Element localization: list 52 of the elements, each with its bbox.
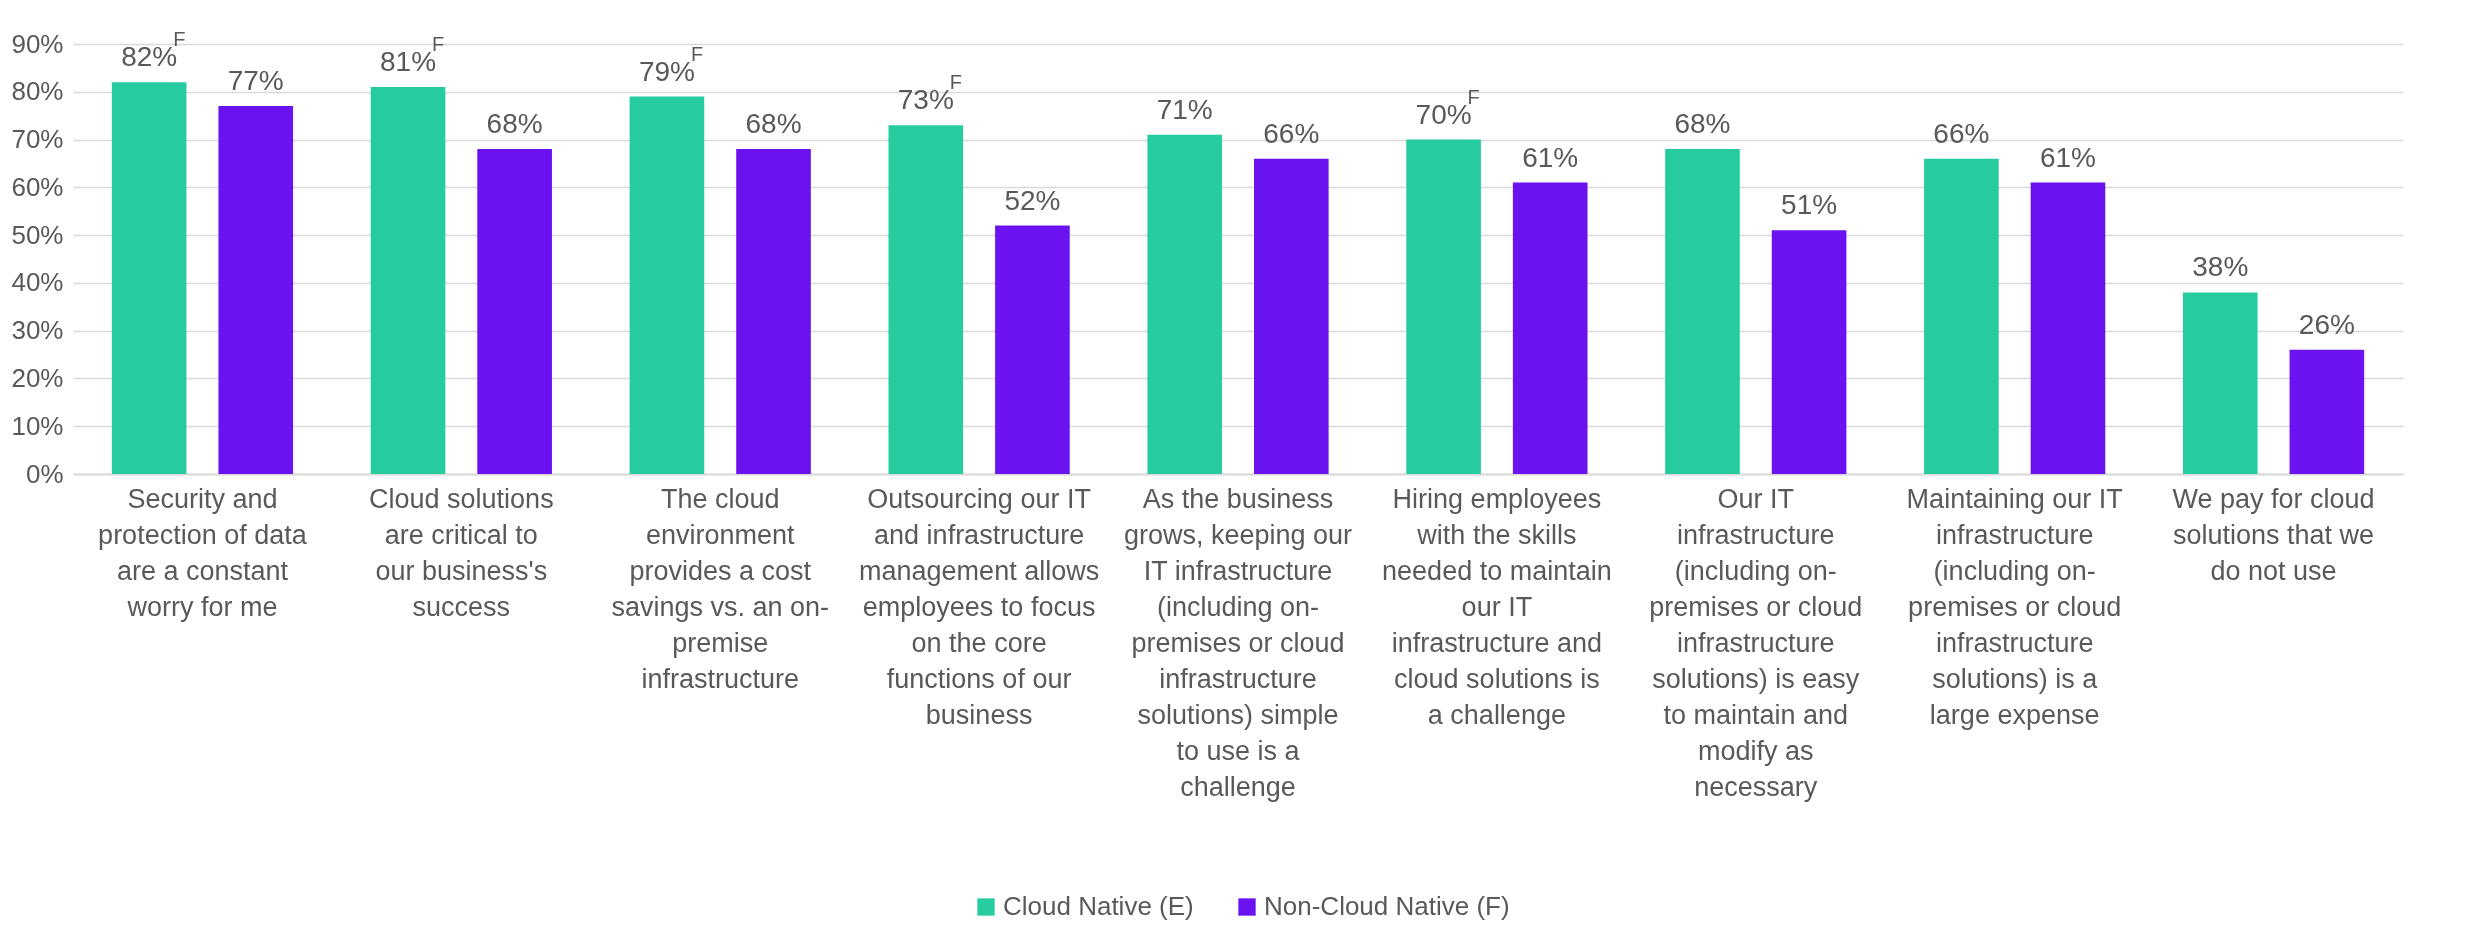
y-tick-label: 70% <box>11 124 64 155</box>
y-tick-label: 50% <box>11 219 64 250</box>
y-tick-label: 20% <box>11 362 64 393</box>
data-label: 77% <box>227 65 284 97</box>
y-tick-label: 30% <box>11 315 64 346</box>
y-tick-label: 90% <box>11 28 64 59</box>
bar <box>629 96 705 474</box>
y-tick-label: 10% <box>11 410 64 441</box>
bar <box>995 225 1070 474</box>
x-tick-label: Outsourcing our IT and infrastructure management allows employees to focus on the core functions of our business <box>859 483 1100 730</box>
x-tick-label: Maintaining our IT infrastructure (including on-premises or cloud infrastructure solutions) is a large expense <box>1906 483 2123 730</box>
data-label: 38% <box>2192 251 2249 283</box>
category-label: Our IT infrastructure (including on-premises or cloud infrastructure solutions) is easy to maintain and modify as necessary <box>1649 483 1863 802</box>
bar <box>888 125 964 474</box>
bar <box>370 87 446 474</box>
category-label: As the business grows, keeping our IT infrastructure (including on-premises or cloud infrastructure solutions) simple to use is a challenge <box>1123 483 1353 802</box>
bar <box>2289 349 2365 474</box>
bar <box>1147 134 1223 474</box>
x-tick-label: Hiring employees with the skills needed to maintain our IT infrastructure and cloud solutions is a challenge <box>1382 483 1612 730</box>
data-label: 71% <box>1156 93 1213 125</box>
data-label: 52% <box>1004 184 1061 216</box>
bar <box>1771 230 1847 474</box>
bar <box>1924 158 1999 474</box>
x-tick-label: The cloud environment provides a cost savings vs. an on-premise infrastructure <box>611 483 830 694</box>
data-label: 68% <box>745 108 802 140</box>
y-tick-label: 40% <box>11 267 64 298</box>
data-label: 51% <box>1781 189 1838 221</box>
bar <box>2030 182 2106 474</box>
x-tick-label: We pay for cloud solutions that we do not use <box>2172 483 2375 586</box>
data-label: 66% <box>1263 117 1320 149</box>
data-label: 68% <box>1674 108 1731 140</box>
x-tick-label: Security and protection of data are a constant worry for me <box>98 483 308 622</box>
data-label: 61% <box>1522 141 1579 173</box>
data-label: 61% <box>2039 141 2096 173</box>
y-tick-label: 60% <box>11 171 64 202</box>
legend-label: Cloud Native (E) <box>1003 891 1194 921</box>
bar <box>477 149 552 474</box>
data-label: 66% <box>1933 117 1990 149</box>
data-label: 26% <box>2298 308 2355 340</box>
bar <box>1512 182 1588 474</box>
data-label: 68% <box>486 108 543 140</box>
bar <box>2182 292 2258 474</box>
bar <box>736 149 811 474</box>
bar <box>111 82 187 474</box>
y-tick-label: 0% <box>25 458 64 489</box>
x-tick-label: Cloud solutions are critical to our business's success <box>369 483 554 622</box>
legend-label: Non-Cloud Native (F) <box>1264 891 1510 921</box>
bar <box>1406 139 1481 474</box>
bar <box>1253 158 1329 474</box>
y-tick-label: 80% <box>11 76 64 107</box>
bar <box>218 106 294 474</box>
bar <box>1665 149 1740 474</box>
